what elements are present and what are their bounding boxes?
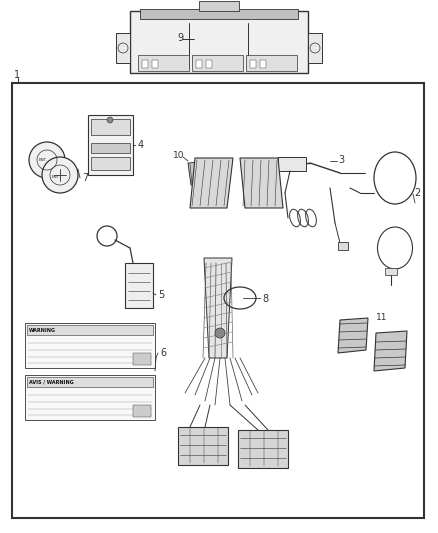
Bar: [206, 60, 212, 68]
Text: ENT.: ENT.: [39, 158, 48, 162]
Text: 11: 11: [376, 313, 388, 322]
Bar: [308, 33, 322, 63]
Text: AVIS / WARNING: AVIS / WARNING: [29, 379, 74, 384]
Bar: [88, 115, 133, 175]
Bar: [25, 375, 155, 420]
Text: 1: 1: [14, 70, 20, 80]
Bar: [91, 157, 130, 170]
Bar: [25, 323, 155, 368]
Bar: [246, 55, 297, 71]
Bar: [27, 377, 153, 387]
Bar: [192, 55, 243, 71]
Bar: [133, 353, 151, 365]
Text: 10: 10: [173, 151, 184, 160]
Bar: [196, 60, 202, 68]
Bar: [130, 11, 308, 73]
Text: WARNING: WARNING: [29, 327, 56, 333]
Polygon shape: [190, 158, 233, 208]
Bar: [91, 119, 130, 135]
Circle shape: [215, 328, 225, 338]
Polygon shape: [338, 318, 368, 353]
Bar: [125, 263, 153, 308]
Bar: [142, 60, 148, 68]
Circle shape: [107, 117, 113, 123]
Bar: [116, 33, 130, 63]
Polygon shape: [374, 331, 407, 371]
Circle shape: [29, 142, 65, 178]
Text: 6: 6: [160, 348, 166, 358]
Text: 2: 2: [414, 188, 420, 198]
Bar: [250, 60, 256, 68]
Bar: [27, 325, 153, 335]
Polygon shape: [240, 158, 283, 208]
Bar: [140, 9, 298, 19]
Bar: [385, 268, 397, 275]
Text: 5: 5: [158, 290, 164, 300]
Text: 3: 3: [338, 155, 344, 165]
Bar: [91, 143, 130, 153]
Circle shape: [42, 157, 78, 193]
Text: 7: 7: [82, 173, 88, 183]
Bar: [178, 427, 228, 465]
Bar: [133, 405, 151, 417]
Bar: [278, 157, 306, 171]
Bar: [199, 1, 239, 11]
Bar: [338, 242, 348, 250]
Polygon shape: [204, 258, 232, 358]
Bar: [138, 55, 189, 71]
Text: 9: 9: [177, 33, 183, 43]
Bar: [12, 83, 424, 518]
Text: ENT.: ENT.: [52, 175, 61, 179]
Bar: [260, 60, 266, 68]
Text: 4: 4: [138, 140, 144, 150]
Text: 8: 8: [262, 294, 268, 304]
Polygon shape: [188, 161, 215, 185]
Bar: [238, 430, 288, 468]
Bar: [152, 60, 158, 68]
